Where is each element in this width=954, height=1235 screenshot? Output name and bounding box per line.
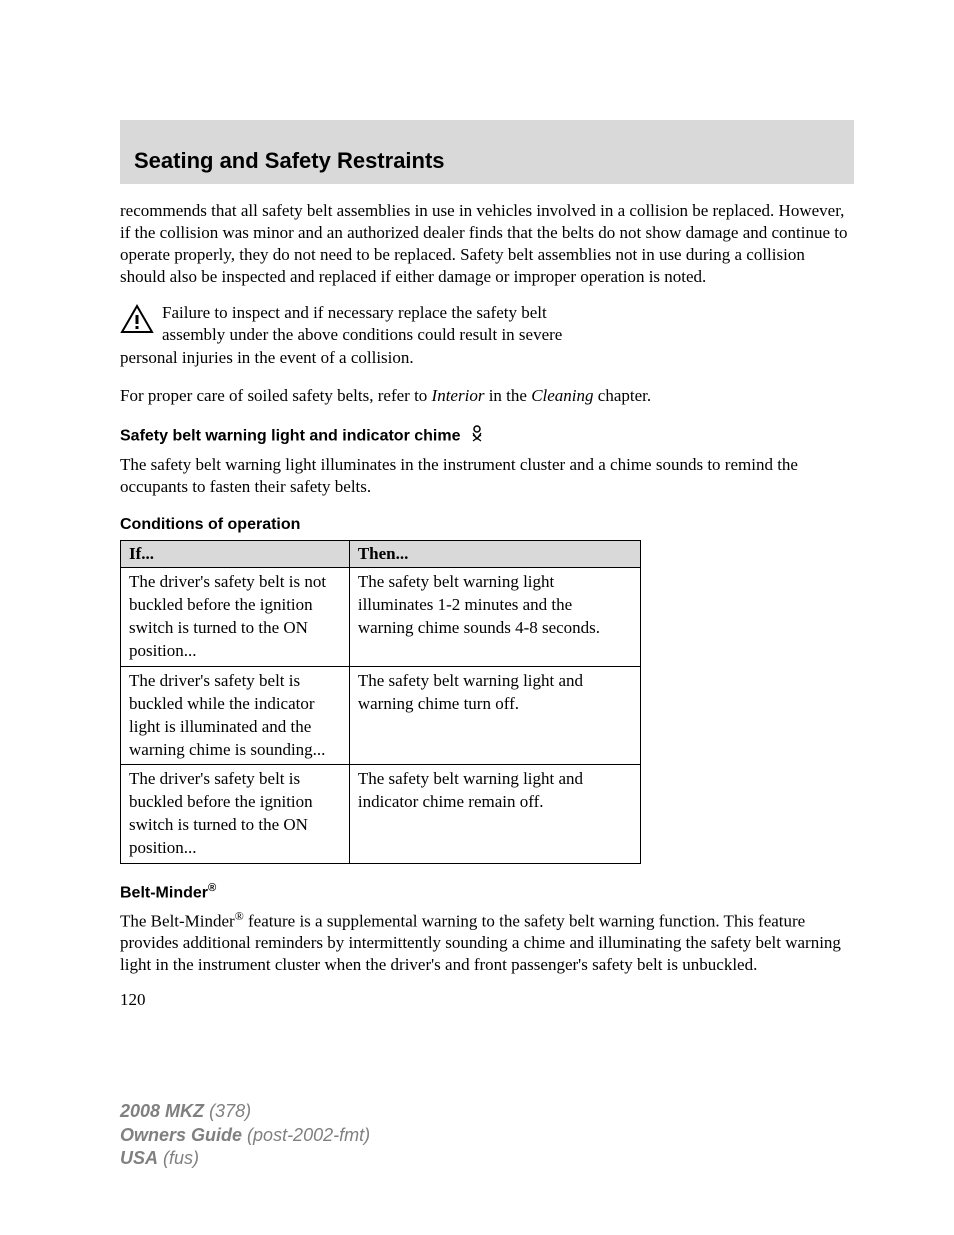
care-ref-interior: Interior (432, 386, 485, 405)
beltminder-prefix: The Belt-Minder (120, 911, 235, 930)
table-row: The driver's safety belt is buckled befo… (121, 765, 641, 864)
warning-text-3: personal injuries in the event of a coll… (120, 348, 414, 367)
care-prefix: For proper care of soiled safety belts, … (120, 386, 432, 405)
care-ref-cleaning: Cleaning (531, 386, 593, 405)
care-paragraph: For proper care of soiled safety belts, … (120, 385, 854, 407)
registered-icon: ® (208, 882, 216, 894)
warning-text-1: Failure to inspect and if necessary repl… (162, 303, 547, 322)
cell-if: The driver's safety belt is not buckled … (121, 567, 350, 666)
footer-block: 2008 MKZ (378) Owners Guide (post-2002-f… (120, 1100, 854, 1170)
cell-then: The safety belt warning light illuminate… (349, 567, 640, 666)
conditions-heading: Conditions of operation (120, 516, 854, 534)
cell-then: The safety belt warning light and indica… (349, 765, 640, 864)
footer-model-code: (378) (209, 1101, 251, 1121)
beltminder-body: The Belt-Minder® feature is a supplement… (120, 909, 854, 977)
belt-warning-heading: Safety belt warning light and indicator … (120, 425, 854, 448)
beltminder-heading-text: Belt-Minder (120, 885, 208, 902)
cell-then: The safety belt warning light and warnin… (349, 666, 640, 765)
footer-guide: Owners Guide (120, 1125, 242, 1145)
beltminder-heading: Belt-Minder® (120, 882, 854, 902)
care-mid: in the (484, 386, 531, 405)
cell-if: The driver's safety belt is buckled befo… (121, 765, 350, 864)
table-row: The driver's safety belt is not buckled … (121, 567, 641, 666)
belt-warning-heading-text: Safety belt warning light and indicator … (120, 427, 461, 444)
registered-icon: ® (235, 909, 244, 923)
section-header-bar: Seating and Safety Restraints (120, 120, 854, 184)
belt-warning-body: The safety belt warning light illuminate… (120, 454, 854, 498)
conditions-table: If... Then... The driver's safety belt i… (120, 540, 641, 864)
footer-region-code: (fus) (163, 1148, 199, 1168)
warning-text-2: assembly under the above conditions coul… (162, 325, 562, 344)
seatbelt-icon (469, 425, 485, 448)
care-suffix: chapter. (594, 386, 652, 405)
section-title: Seating and Safety Restraints (134, 148, 445, 173)
footer-region: USA (120, 1148, 158, 1168)
intro-paragraph: recommends that all safety belt assembli… (120, 200, 854, 288)
page-number: 120 (120, 990, 854, 1010)
table-header-row: If... Then... (121, 540, 641, 567)
table-header-if: If... (121, 540, 350, 567)
footer-model: 2008 MKZ (120, 1101, 204, 1121)
table-row: The driver's safety belt is buckled whil… (121, 666, 641, 765)
warning-triangle-icon (120, 304, 154, 340)
warning-block: Failure to inspect and if necessary repl… (120, 302, 854, 368)
table-header-then: Then... (349, 540, 640, 567)
cell-if: The driver's safety belt is buckled whil… (121, 666, 350, 765)
footer-guide-code: (post-2002-fmt) (247, 1125, 370, 1145)
document-page: Seating and Safety Restraints recommends… (0, 0, 954, 1231)
